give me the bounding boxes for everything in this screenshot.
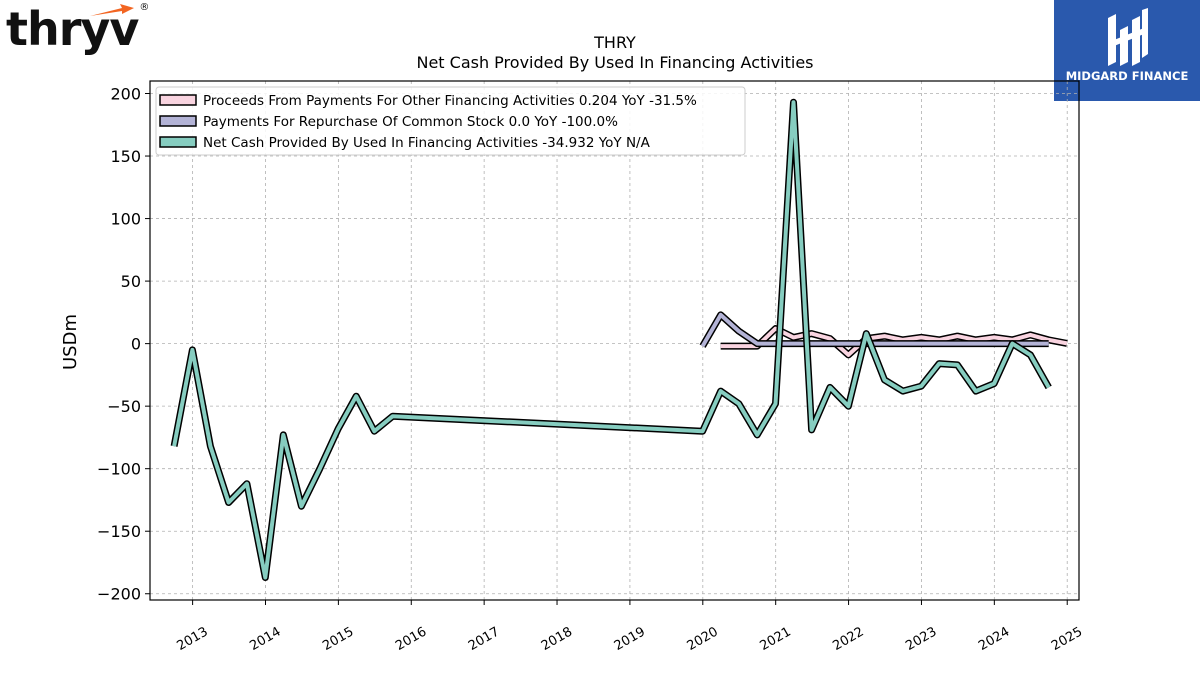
- series-layer: [170, 98, 1068, 581]
- x-tick-label: 2020: [685, 624, 721, 654]
- x-tick-label: 2015: [320, 624, 356, 654]
- midgard-emblem-icon: [1108, 8, 1148, 66]
- legend-swatch-proceeds: [159, 94, 197, 106]
- series-repurchase: [699, 311, 1049, 348]
- legend-label-proceeds: Proceeds From Payments For Other Financi…: [203, 93, 697, 109]
- chart-subtitle: Net Cash Provided By Used In Financing A…: [416, 53, 813, 72]
- y-axis-label: USDm: [60, 314, 81, 370]
- legend-label-net: Net Cash Provided By Used In Financing A…: [203, 135, 651, 151]
- registered-mark: ®: [139, 2, 149, 13]
- logo-arrow-icon: [90, 4, 134, 16]
- midgard-finance-logo: MIDGARD FINANCE: [1054, 0, 1200, 101]
- plot-frame: [149, 80, 1080, 601]
- y-tick-label: −200: [97, 585, 141, 604]
- x-tick-label: 2014: [247, 624, 283, 654]
- y-tick-label: 100: [110, 210, 141, 229]
- chart-title: THRY: [593, 33, 636, 52]
- midgard-logo-text: MIDGARD FINANCE: [1065, 69, 1189, 83]
- y-tick-label: 200: [110, 85, 141, 104]
- legend-swatch-net: [159, 136, 197, 148]
- series-line-net: [172, 100, 1051, 580]
- y-tick-label: −100: [97, 460, 141, 479]
- x-tick-label: 2024: [976, 624, 1012, 654]
- thryv-logo: thryv®: [6, 2, 149, 56]
- series-net: [170, 98, 1052, 581]
- x-tick-label: 2023: [903, 624, 939, 654]
- legend-box: [155, 86, 746, 156]
- legend-label-repurchase: Payments For Repurchase Of Common Stock …: [203, 114, 618, 130]
- series-line-repurchase: [700, 312, 1049, 348]
- y-tick-label: −150: [97, 522, 141, 541]
- x-tick-label: 2022: [830, 624, 866, 654]
- x-tick-label: 2016: [393, 624, 429, 654]
- x-tick-label: 2018: [539, 624, 575, 654]
- x-axis: 2013 2014 2015 2016 2017 2018 2019 2020 2021 2022…: [174, 600, 1085, 654]
- legend-swatch-repurchase: [159, 115, 197, 127]
- legend: Proceeds From Payments For Other Financi…: [155, 86, 746, 156]
- y-tick-label: −50: [107, 397, 141, 416]
- x-tick-label: 2019: [612, 624, 648, 654]
- x-tick-label: 2013: [174, 624, 210, 654]
- x-tick-label: 2021: [758, 624, 794, 654]
- x-tick-label: 2017: [466, 624, 502, 654]
- x-tick-label: 2025: [1049, 624, 1085, 654]
- y-tick-label: 50: [121, 272, 141, 291]
- y-tick-label: 0: [131, 335, 141, 354]
- y-axis: 200 150 100 50 0 −50 −100 −150 −200: [97, 85, 150, 604]
- y-tick-label: 150: [110, 147, 141, 166]
